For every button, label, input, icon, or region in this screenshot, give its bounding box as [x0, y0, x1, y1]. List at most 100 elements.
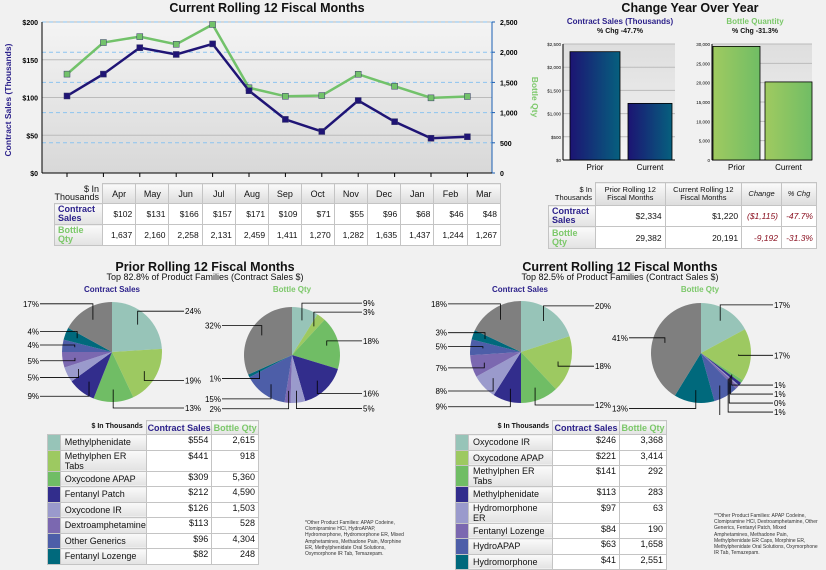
leader-line: [40, 303, 94, 320]
month-value: $96: [366, 203, 402, 225]
data-point: [464, 133, 471, 141]
data-point: [391, 118, 398, 125]
contract-sales-value: $63: [552, 538, 620, 555]
product-name: Methylphen ER Tabs: [468, 465, 553, 487]
data-point: [391, 82, 398, 90]
pie-slice: [292, 319, 340, 369]
row-label: Contract Sales: [548, 205, 596, 227]
pie-pct-label: 5%: [27, 357, 39, 366]
month-value: $166: [168, 203, 203, 225]
pie-slice: [521, 301, 570, 352]
data-point: [245, 87, 253, 94]
month-header: Mar: [466, 183, 502, 204]
product-name: Hydromorphone ER: [468, 501, 553, 524]
pie-slice: [701, 353, 743, 383]
y2-tick-label: 2,500: [500, 20, 518, 27]
table-row: Other Generics $96 4,304: [47, 532, 259, 549]
contract-bar-title: Contract Sales (Thousands): [566, 17, 674, 26]
bottle-qty-value: 918: [211, 449, 259, 472]
header-current: Current Rolling 12 Fiscal Months: [664, 182, 743, 206]
bottle-qty-value: 1,658: [619, 538, 667, 555]
data-point: [100, 39, 107, 46]
pct-value: -47.7%: [781, 205, 817, 227]
pie-slice: [470, 352, 521, 377]
contract-sales-value: $212: [145, 486, 213, 503]
current-contract-pie-label: Contract Sales: [491, 285, 549, 294]
month-value: 2,131: [201, 224, 236, 246]
row-label: Contract Sales: [53, 203, 104, 225]
header-contract-sales: Contract Sales: [145, 420, 213, 435]
pie-pct-label: 8%: [435, 387, 447, 396]
leader-line: [40, 381, 90, 397]
pie-slice: [284, 355, 292, 403]
y-tick-label: $0: [556, 158, 562, 163]
contract-sales-value: $97: [552, 501, 620, 524]
y-tick-label: 30,000: [696, 42, 710, 47]
contract-sales-value: $113: [552, 486, 620, 503]
header-pct: % Chg: [781, 182, 817, 206]
leader-line: [719, 385, 721, 415]
contract-sales-value: $126: [145, 501, 213, 518]
pie-slice: [292, 314, 325, 355]
table-row: Methylphen ER Tabs $441 918: [47, 449, 259, 472]
change-value: -9,192: [741, 226, 783, 249]
bottle-qty-value: 3,414: [619, 449, 667, 466]
line-chart: $0 $50 $100 $150 $200 0 500 1,000 1,500 2,000 2,50…: [22, 20, 518, 178]
pie-pct-label: 5%: [435, 343, 447, 352]
bottle-qty-value: 2,551: [619, 553, 667, 570]
yoy-bar-charts: $0 $500 $1,000 $1,500 $2,000 $2,500 Prior Curre…: [547, 42, 813, 172]
prior-footnote: *Other Product Families: APAP Codeine, C…: [305, 520, 404, 558]
row-label: Bottle Qty: [53, 224, 104, 246]
prior-title: Prior Rolling 12 Fiscal Months: [115, 260, 295, 274]
pie-slice: [244, 307, 292, 375]
pie-pct-label: 1%: [209, 375, 221, 384]
color-swatch: [455, 553, 469, 570]
leader-line: [448, 378, 494, 392]
y-tick-label: $2,000: [547, 65, 561, 70]
current-subtitle: Top 82.5% of Product Families (Contract …: [521, 272, 719, 282]
leader-line: [448, 362, 485, 369]
month-header: Aug: [234, 183, 270, 204]
leader-line: [40, 344, 76, 348]
y2-tick-label: 0: [500, 171, 504, 178]
y-tick-label: $2,500: [547, 42, 561, 47]
data-point: [136, 33, 144, 40]
month-header: Oct: [300, 183, 335, 204]
product-name: Other Generics: [59, 532, 147, 549]
current-footnote: **Other Product Families: APAP Codeine, …: [714, 513, 818, 557]
pie-slice: [292, 355, 338, 402]
product-name: Fentanyl Lozenge: [468, 522, 553, 539]
data-point: [172, 51, 180, 58]
pie-slice: [651, 303, 701, 396]
table-corner-label: $ In Thousands: [91, 423, 143, 431]
leader-line: [629, 337, 666, 343]
pie-pct-label: 16%: [363, 389, 379, 398]
bottle-qty-value: 1,503: [211, 501, 259, 518]
table-row: Fentanyl Lozenge $82 248: [47, 548, 259, 565]
header-bottle-qty: Bottle Qty: [211, 420, 259, 435]
product-name: Methylphen ER Tabs: [59, 449, 147, 472]
contract-sales-value: $84: [552, 522, 620, 539]
month-header: Feb: [433, 183, 468, 204]
pie-pct-label: 17%: [23, 300, 39, 309]
product-name: Methylphenidate: [468, 486, 553, 503]
pie-pct-label: 9%: [435, 403, 447, 412]
data-point: [464, 93, 471, 100]
table-corner-label: $ In Thousands: [497, 423, 549, 431]
month-header: May: [135, 183, 170, 204]
y-tick-label: 20,000: [696, 81, 710, 86]
pie-slice: [290, 355, 306, 403]
current-bottle-pie-label: Bottle Qty: [680, 285, 720, 294]
header-bottle-qty: Bottle Qty: [619, 420, 667, 435]
leader-line: [727, 378, 773, 413]
line-chart-title: Current Rolling 12 Fiscal Months: [169, 1, 365, 15]
pie-slice: [521, 352, 556, 403]
table-row: Fentanyl Patch $212 4,590: [47, 486, 259, 503]
y2-tick-label: 1,000: [500, 111, 518, 118]
month-value: $157: [201, 203, 236, 225]
pie-pct-label: 9%: [363, 299, 375, 308]
table-row: Oxycodone IR $126 1,503: [47, 501, 259, 518]
product-name: HydroAPAP: [468, 538, 553, 555]
pie-slice: [93, 352, 134, 402]
data-point: [318, 128, 326, 135]
